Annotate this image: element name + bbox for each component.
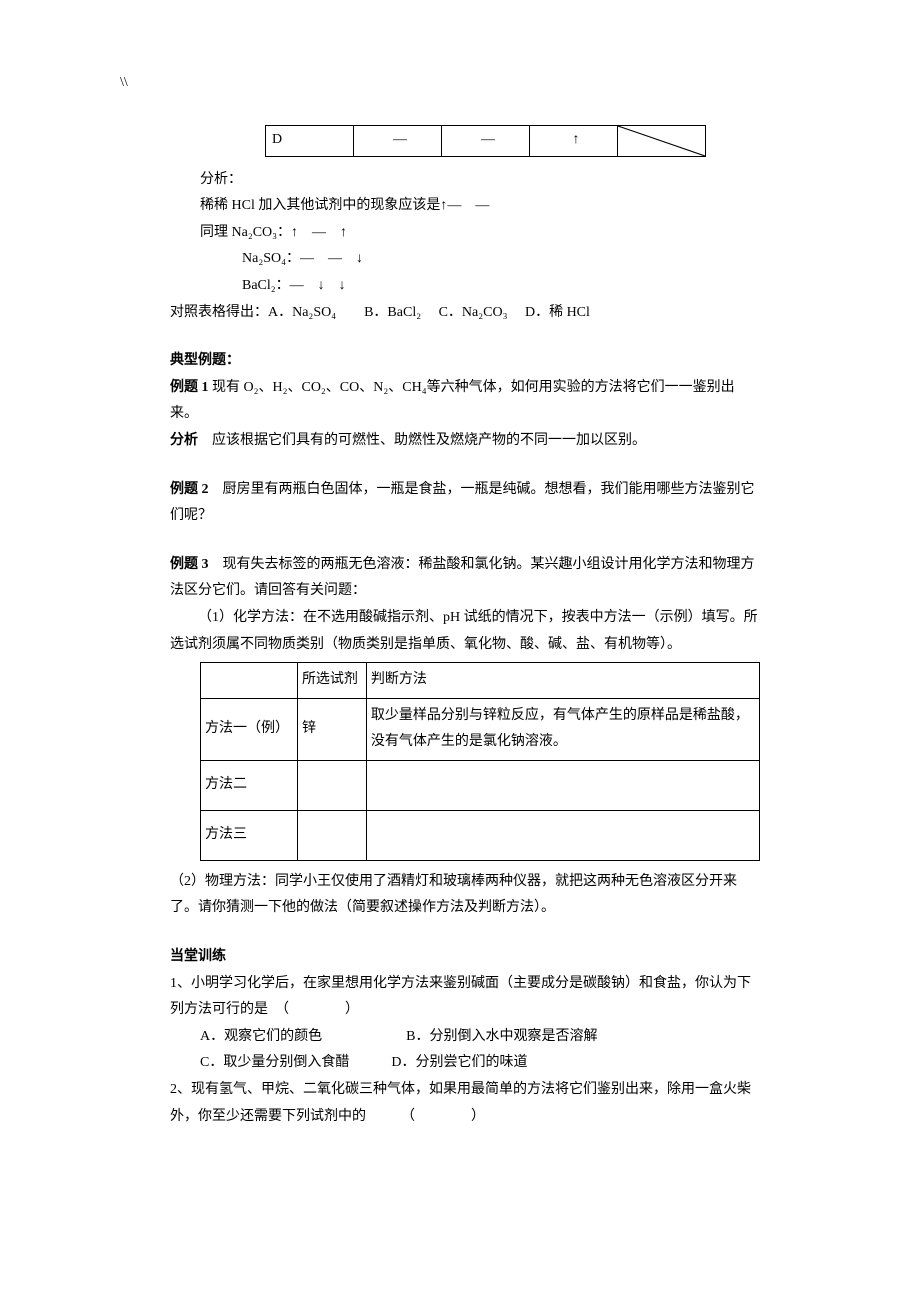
analysis-title: 分析： [170,167,760,194]
methods-table: 所选试剂 判断方法 方法一（例） 锌 取少量样品分别与锌粒反应，有气体产生的原样… [200,662,760,861]
example-label: 例题 3 [170,557,209,572]
analysis-line: BaCl₂：— ↓ ↓ [170,273,760,300]
analysis-line: 稀稀 HCl 加入其他试剂中的现象应该是↑— — [170,193,760,220]
table-row: 方法一（例） 锌 取少量样品分别与锌粒反应，有气体产生的原样品是稀盐酸，没有气体… [201,698,760,760]
example-text: 现有 O₂、H₂、CO₂、CO、N₂、CH₄等六种气体，如何用实验的方法将它们一… [170,380,735,422]
cell: 方法一（例） [201,698,298,760]
example-3-part2: （2）物理方法：同学小王仅使用了酒精灯和玻璃棒两种仪器，就把这两种无色溶液区分开… [170,869,760,922]
cell: 取少量样品分别与锌粒反应，有气体产生的原样品是稀盐酸，没有气体产生的是氯化钠溶液… [366,698,759,760]
cell-label: D [266,125,354,156]
cell: 锌 [297,698,366,760]
header-cell: 所选试剂 [297,663,366,699]
page-content: \\ D — — ↑ 分析： 稀稀 HCl 加入其他试剂中的现象应该是↑— — … [80,0,840,1190]
example-text: 厨房里有两瓶白色固体，一瓶是食盐，一瓶是纯碱。想想看，我们能用哪些方法鉴别它们呢… [170,482,755,524]
question-1-stem: 1、小明学习化学后，在家里想用化学方法来鉴别碱面（主要成分是碳酸钠）和食盐，你认… [170,971,760,1024]
table-row: 方法二 [201,760,760,810]
question-2-stem: 2、现有氢气、甲烷、二氧化碳三种气体，如果用最简单的方法将它们鉴别出来，除用一盒… [170,1077,760,1130]
example-label: 例题 2 [170,482,209,497]
cell: 方法二 [201,760,298,810]
examples-heading: 典型例题： [170,348,760,375]
example-label: 例题 1 [170,380,209,395]
analysis-line: Na₂SO₄：— — ↓ [170,246,760,273]
analysis-line: 同理 Na₂CO₃：↑ — ↑ [170,220,760,247]
question-1-options: C．取少量分别倒入食醋 D．分别尝它们的味道 [170,1050,760,1077]
diagonal-line-icon [618,126,705,156]
cell: ↑ [530,125,618,156]
example-3: 例题 3 现有失去标签的两瓶无色溶液：稀盐酸和氯化钠。某兴趣小组设计用化学方法和… [170,552,760,605]
question-1-options: A．观察它们的颜色 B．分别倒入水中观察是否溶解 [170,1024,760,1051]
example-3-part1: （1）化学方法：在不选用酸碱指示剂、pH 试纸的情况下，按表中方法一（示例）填写… [170,605,760,658]
cell: — [442,125,530,156]
table-header-row: 所选试剂 判断方法 [201,663,760,699]
cell [297,760,366,810]
header-cell: 判断方法 [366,663,759,699]
example-text: 现有失去标签的两瓶无色溶液：稀盐酸和氯化钠。某兴趣小组设计用化学方法和物理方法区… [170,557,755,599]
cell [366,810,759,860]
header-cell [201,663,298,699]
analysis-conclusion: 对照表格得出：A．Na₂SO₄ B．BaCl₂ C．Na₂CO₃ D．稀 HCl [170,300,760,327]
cell: 方法三 [201,810,298,860]
header-marker: \\ [120,70,760,97]
cell [297,810,366,860]
analysis-label: 分析 [170,433,198,448]
example-1-analysis: 分析 应该根据它们具有的可燃性、助燃性及燃烧产物的不同一一加以区别。 [170,428,760,455]
table-row: D — — ↑ [266,125,706,156]
cell [366,760,759,810]
reaction-table: D — — ↑ [265,125,706,157]
cell: — [354,125,442,156]
example-2: 例题 2 厨房里有两瓶白色固体，一瓶是食盐，一瓶是纯碱。想想看，我们能用哪些方法… [170,477,760,530]
practice-heading: 当堂训练 [170,944,760,971]
cell-diagonal [618,125,706,156]
example-1: 例题 1 现有 O₂、H₂、CO₂、CO、N₂、CH₄等六种气体，如何用实验的方… [170,375,760,428]
analysis-text: 应该根据它们具有的可燃性、助燃性及燃烧产物的不同一一加以区别。 [198,433,646,448]
table-row: 方法三 [201,810,760,860]
